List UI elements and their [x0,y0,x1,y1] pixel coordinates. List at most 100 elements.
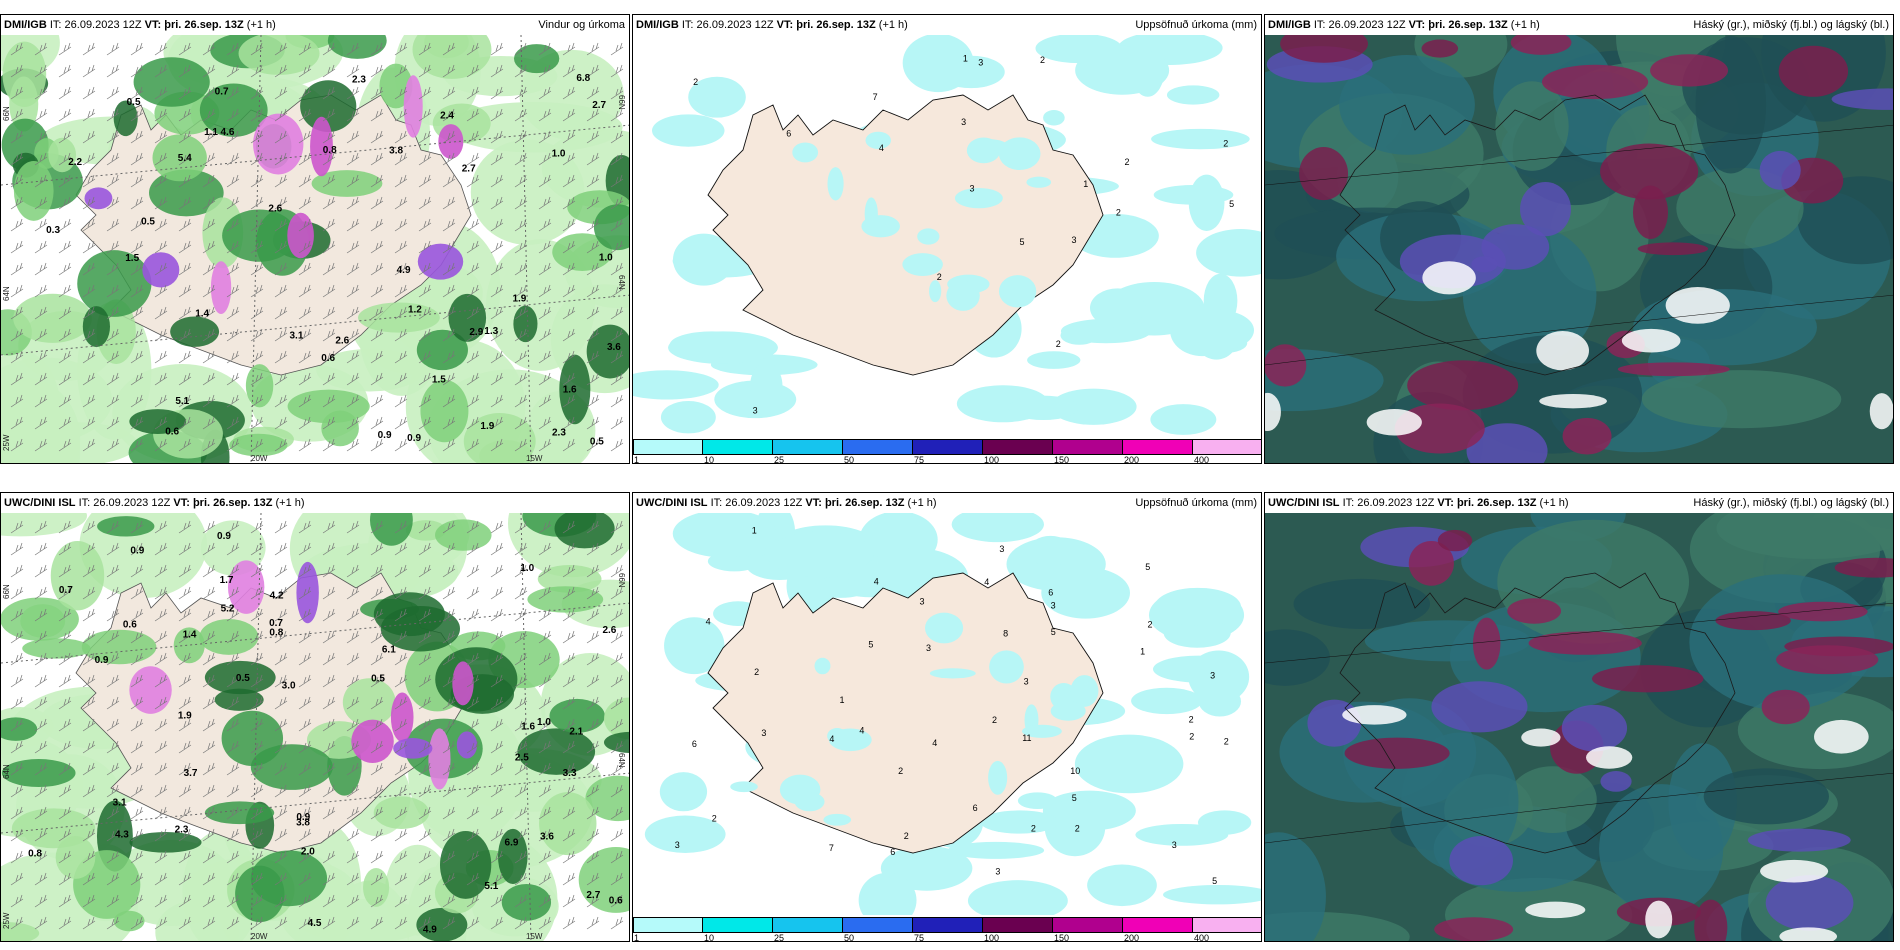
accum-value-label: 3 [1024,676,1029,686]
precip-value-label: 4.3 [115,829,129,840]
lat-label: 64N [2,764,11,779]
precip-value-label: 1.0 [599,253,613,264]
precip-value-label: 1.7 [220,575,234,586]
precip-value-label: 2.7 [592,100,606,111]
accum-value-label: 3 [1071,235,1076,245]
precip-value-label: 3.6 [540,831,554,842]
colorbar-tick-label: 400 [1194,933,1210,942]
accum-value-label: 7 [829,843,834,853]
wind-precip-map: 1.5 0.9 2.7 0.6 0.5 1.5 2.3 0.5 0.3 1.0 1.2 1.0 1.9 0… [1,35,629,463]
precip-value-label: 2.2 [68,157,82,168]
precip-value-label: 2.6 [602,625,616,636]
lon-label: 15W [526,932,543,941]
accum-value-label: 3 [675,840,680,850]
precip-value-label: 0.8 [323,145,337,156]
accum-value-label: 6 [786,129,791,139]
precip-value-label: 2.3 [175,824,189,835]
precip-value-label: 0.9 [378,430,392,441]
precip-value-label: 0.6 [609,895,623,906]
panel-title: Háský (gr.), miðský (fj.bl.) og lágský (… [1693,19,1889,31]
accum-value-label: 1 [752,526,757,536]
accum-value-label: 5 [1229,199,1234,209]
precip-value-label: 5.2 [221,604,235,615]
precip-value-label: 5.1 [175,396,189,407]
accum-value-label: 3 [995,866,1000,876]
colorbar-segment [633,917,703,933]
accum-value-label: 10 [1070,766,1080,776]
accum-value-label: 3 [961,117,966,127]
lat-label: 64N [2,286,11,301]
accum-value-label: 2 [1189,715,1194,725]
colorbar-segment [773,439,843,455]
precip-value-label: 0.9 [296,812,310,823]
precip-value-label: 1.9 [178,711,192,722]
accum-value-label: 2 [1056,339,1061,349]
precip-value-label: 1.6 [521,722,535,733]
accum-value-label: 1 [963,53,968,63]
precip-value-label: 4.2 [270,590,284,601]
precip-value-label: 4.9 [423,925,437,936]
precip-value-label: 0.6 [123,620,137,631]
precip-value-label: 0.8 [28,849,42,860]
precip-value-label: 1.3 [484,326,498,337]
accum-value-label: 4 [984,577,989,587]
precip-value-label: 2.3 [352,75,366,86]
accum-value-label: 3 [919,596,924,606]
accum-value-label: 2 [1223,138,1228,148]
colorbar-tick-label: 50 [844,455,855,464]
colorbar-segment [983,917,1053,933]
accum-value-label: 5 [1072,793,1077,803]
accum-value-label: 3 [978,58,983,68]
colorbar-segment [1193,439,1261,455]
precip-value-label: 2.6 [268,203,282,214]
precip-value-label: 0.5 [127,97,141,108]
precip-colorbar: 1 10 25 50 75 100 150 200 400 [633,915,1261,942]
lon-label: 20W [251,932,268,941]
precip-value-label: 3.8 [296,817,310,828]
colorbar-segment [1053,917,1123,933]
precip-value-label: 2.3 [552,428,566,439]
lat-label: 25W [2,434,11,451]
panel-uwc-wind-precip: UWC/DINI ISL IT: 26.09.2023 12Z VT: þri.… [0,492,630,942]
precip-value-label: 6.8 [576,73,590,84]
accum-value-label: 2 [754,667,759,677]
panel-dmi-wind-precip: DMI/IGB IT: 26.09.2023 12Z VT: þri. 26.s… [0,14,630,464]
accum-value-label: 2 [1148,619,1153,629]
panel-header: UWC/DINI ISL IT: 26.09.2023 12Z VT: þri.… [1,493,629,513]
accum-value-label: 2 [1124,157,1129,167]
precip-value-label: 0.3 [46,225,60,236]
colorbar-tick-label: 150 [1054,455,1070,464]
precip-value-label: 1.9 [480,421,494,432]
precip-colorbar: 1 10 25 50 75 100 150 200 400 [633,437,1261,464]
colorbar-segment [983,439,1053,455]
precip-value-label: 1.0 [520,563,534,574]
accum-value-label: 3 [1172,840,1177,850]
precip-value-label: 1.5 [432,375,446,386]
precip-value-label: 0.9 [95,655,109,666]
accum-precip-map: 2 3 2 10 5 4 3 2 2 5 6 4 3 2 2 11 5 4 3 3 2 4 6 7 5 6 3 1 2 1 4 3 3 2 1 4 2 3… [633,513,1261,942]
lat-label: 66N [617,573,626,588]
precip-value-label: 2.0 [301,847,315,858]
accum-value-label: 1 [1083,179,1088,189]
accum-value-label: 3 [753,406,758,416]
panel-header: UWC/DINI ISL IT: 26.09.2023 12Z VT: þri.… [1265,493,1893,513]
colorbar-tick-label: 1 [634,933,640,942]
precip-value-label: 1.0 [537,717,551,728]
precip-value-label: 1.4 [183,629,197,640]
accum-value-label: 3 [1051,600,1056,610]
colorbar-tick-label: 100 [984,933,1000,942]
accum-value-label: 3 [999,544,1004,554]
colorbar-tick-label: 10 [704,933,715,942]
colorbar-segment [633,439,703,455]
accum-value-label: 1 [1140,647,1145,657]
precip-value-label: 1.1 [204,127,218,138]
accum-value-label: 11 [1022,733,1031,743]
panel-title: Vindur og úrkoma [538,19,625,31]
lon-label: 15W [526,454,543,463]
precip-value-label: 2.7 [462,163,476,174]
precip-value-label: 3.6 [607,342,621,353]
lat-label: 25W [2,912,11,929]
accum-value-label: 3 [970,184,975,194]
precip-value-label: 6.9 [505,837,519,848]
accum-value-label: 2 [1040,55,1045,65]
